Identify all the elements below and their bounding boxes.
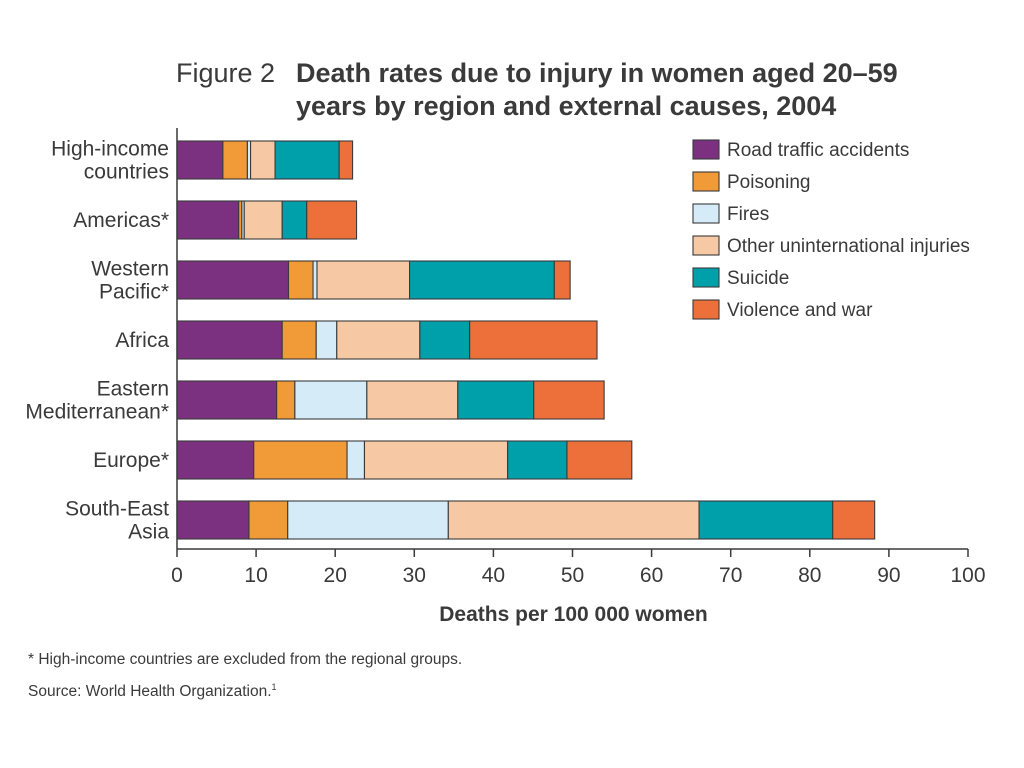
bar-segment (408, 260, 555, 300)
bar-segment (243, 200, 283, 240)
legend-label: Fires (727, 204, 769, 225)
chart-title: Figure 2 Death rates due to injury in wom… (176, 58, 898, 121)
bars (176, 140, 876, 540)
x-tick-label: 10 (244, 564, 267, 587)
bar-segment (336, 320, 421, 360)
bar-segment (281, 200, 308, 240)
legend-label: Other uninternational injuries (727, 236, 970, 257)
bar-segment (222, 140, 248, 180)
legend-label: Violence and war (727, 300, 873, 321)
legend-swatch (692, 299, 720, 320)
bar-segment (553, 260, 571, 300)
bar-segment (274, 140, 340, 180)
bar-segment (176, 320, 283, 360)
legend-swatch (692, 203, 720, 224)
bar-segment (176, 440, 255, 480)
bar-segment (176, 380, 278, 420)
x-tick-label: 40 (482, 564, 505, 587)
bar-segment (306, 200, 358, 240)
x-tick-label: 50 (561, 564, 584, 587)
bar-segment (294, 380, 368, 420)
category-label: Americas* (73, 209, 169, 232)
bar-segment (176, 200, 240, 240)
bar-segment (419, 320, 471, 360)
x-tick-label: 80 (798, 564, 821, 587)
x-tick-label: 90 (877, 564, 900, 587)
bar-segment (176, 140, 224, 180)
legend-swatch (692, 171, 720, 192)
category-label: South-East (65, 498, 169, 521)
legend-label: Road traffic accidents (727, 140, 909, 161)
x-tick-label: 20 (324, 564, 347, 587)
category-label: Europe* (93, 449, 169, 472)
legend-label: Suicide (727, 268, 789, 289)
legend: Road traffic accidents Poisoning Fires Othe… (692, 139, 970, 321)
bar-segment (312, 260, 318, 300)
x-axis: 0 10 20 30 40 50 60 70 80 90 100 Deaths per 100 000… (171, 128, 986, 626)
bar-segment (533, 380, 605, 420)
bar-segment (253, 440, 348, 480)
x-tick-label: 70 (719, 564, 742, 587)
x-axis-title: Deaths per 100 000 women (439, 603, 707, 626)
bar-segment (469, 320, 598, 360)
legend-swatch (692, 235, 720, 256)
bar-segment (363, 440, 509, 480)
bar-segment (566, 440, 633, 480)
source-note: Source: World Health Organization.1 (28, 682, 277, 701)
bar-segment (366, 380, 459, 420)
bar-segment (346, 440, 366, 480)
title-line-1: Death rates due to injury in women aged … (296, 58, 898, 88)
bar-segment (507, 440, 568, 480)
legend-swatch (692, 139, 720, 160)
title-line-2: years by region and external causes, 200… (296, 91, 836, 121)
category-label: Africa (115, 329, 169, 352)
category-label: Mediterranean* (25, 401, 169, 424)
bar-segment (316, 260, 411, 300)
bar-segment (287, 500, 449, 540)
bar-segment (176, 500, 250, 540)
category-label: Eastern (97, 378, 169, 401)
bar-segment (457, 380, 535, 420)
bar-segment (287, 260, 314, 300)
bar-segment (276, 380, 296, 420)
bar-segment (447, 500, 700, 540)
category-label: High-income (51, 138, 169, 161)
bar-segment (176, 260, 290, 300)
category-label: Pacific* (99, 281, 169, 304)
bar-segment (248, 500, 289, 540)
legend-swatch (692, 267, 720, 288)
x-tick-label: 0 (171, 564, 183, 587)
x-tick-label: 60 (640, 564, 663, 587)
title-prefix: Figure 2 (176, 58, 275, 88)
bar-segment (698, 500, 834, 540)
category-label: Asia (128, 521, 169, 544)
x-tick-label: 30 (403, 564, 426, 587)
footnote: * High-income countries are excluded fro… (28, 651, 463, 668)
bar-segment (250, 140, 276, 180)
bar-segment (315, 320, 338, 360)
bar-segment (338, 140, 354, 180)
bar-segment (832, 500, 876, 540)
source-reference: 1 (271, 682, 277, 692)
bar-segment (281, 320, 317, 360)
category-label: countries (84, 161, 169, 184)
x-tick-label: 100 (950, 564, 985, 587)
legend-label: Poisoning (727, 172, 810, 193)
source-text: Source: World Health Organization. (28, 683, 272, 701)
category-label: Western (91, 258, 169, 281)
